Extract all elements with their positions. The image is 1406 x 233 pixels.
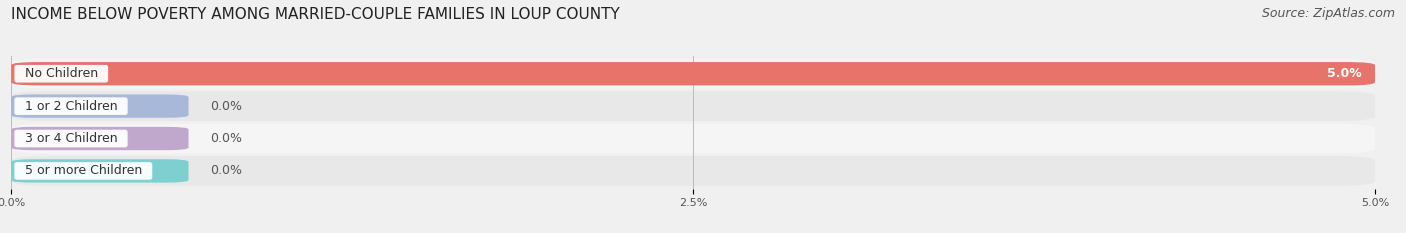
Text: 0.0%: 0.0% <box>211 100 242 113</box>
Text: Source: ZipAtlas.com: Source: ZipAtlas.com <box>1261 7 1395 20</box>
Text: 5 or more Children: 5 or more Children <box>17 164 150 177</box>
Text: 0.0%: 0.0% <box>211 132 242 145</box>
FancyBboxPatch shape <box>11 94 188 118</box>
FancyBboxPatch shape <box>11 59 1375 89</box>
FancyBboxPatch shape <box>11 124 1375 153</box>
FancyBboxPatch shape <box>11 156 1375 186</box>
FancyBboxPatch shape <box>11 62 1375 86</box>
FancyBboxPatch shape <box>11 159 188 183</box>
Text: No Children: No Children <box>17 67 105 80</box>
FancyBboxPatch shape <box>11 91 1375 121</box>
Text: 1 or 2 Children: 1 or 2 Children <box>17 100 125 113</box>
Text: 3 or 4 Children: 3 or 4 Children <box>17 132 125 145</box>
Text: 5.0%: 5.0% <box>1327 67 1361 80</box>
FancyBboxPatch shape <box>11 127 188 150</box>
Text: INCOME BELOW POVERTY AMONG MARRIED-COUPLE FAMILIES IN LOUP COUNTY: INCOME BELOW POVERTY AMONG MARRIED-COUPL… <box>11 7 620 22</box>
Text: 0.0%: 0.0% <box>211 164 242 177</box>
